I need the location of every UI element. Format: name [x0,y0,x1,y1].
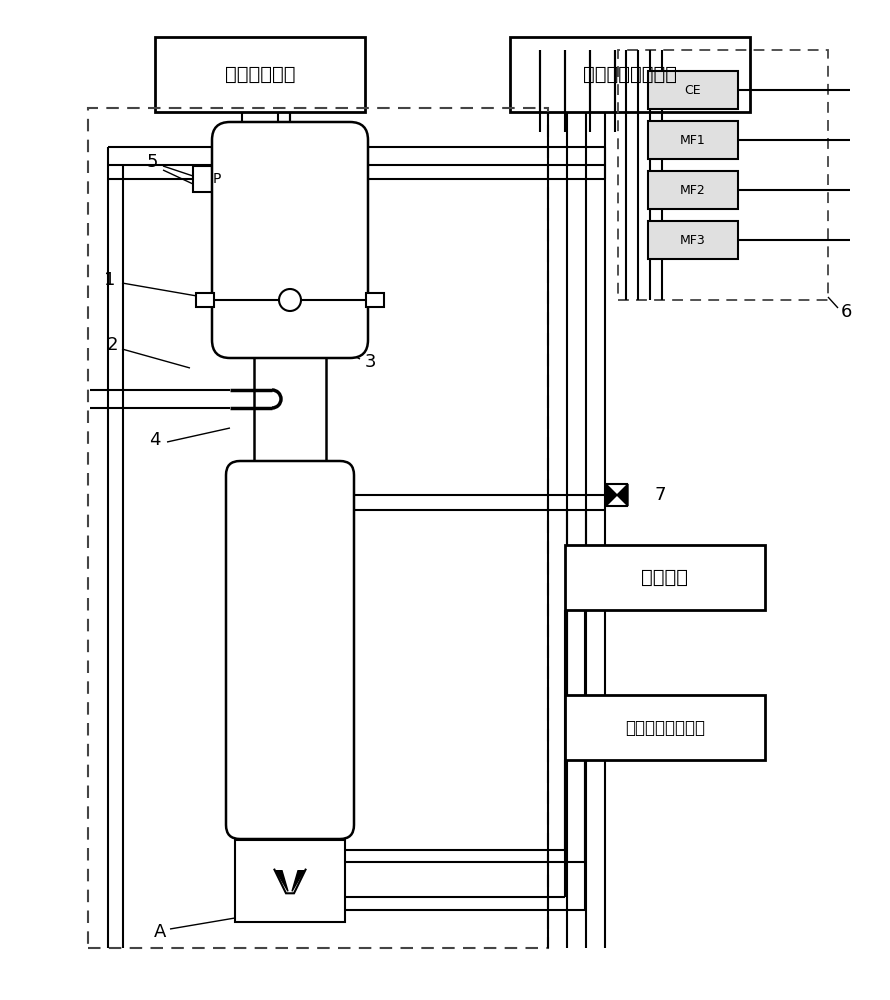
Bar [510,37,750,112]
Polygon shape [276,871,288,891]
Text: 6: 6 [840,303,852,321]
Text: MF2: MF2 [680,184,706,196]
Bar [88,108,548,948]
Text: 3: 3 [364,353,376,371]
Text: CE: CE [684,84,701,97]
Polygon shape [292,871,304,891]
Text: 1: 1 [104,271,116,289]
Text: 2: 2 [106,336,117,354]
Bar [618,50,828,300]
Bar [565,695,765,760]
Bar [648,71,738,109]
Text: MF1: MF1 [680,133,706,146]
Text: MF3: MF3 [680,233,706,246]
Polygon shape [617,484,628,506]
Bar [648,171,738,209]
FancyBboxPatch shape [226,461,354,839]
Bar [193,166,241,192]
Bar [235,840,345,922]
Text: P: P [213,172,222,186]
Text: 5: 5 [146,153,158,171]
Bar [254,340,326,475]
Text: 高压电源单元: 高压电源单元 [225,65,295,84]
Text: 西林电桥: 西林电桥 [642,568,689,587]
Bar [366,293,384,307]
Text: 7: 7 [654,486,666,504]
FancyBboxPatch shape [212,122,368,358]
Text: 数据监控处理单元: 数据监控处理单元 [583,65,677,84]
Bar [196,293,214,307]
Text: A: A [154,923,166,941]
Bar [648,121,738,159]
Bar [155,37,365,112]
Bar [648,221,738,259]
Polygon shape [606,484,617,506]
Bar [565,545,765,610]
Text: 4: 4 [150,431,161,449]
Text: 光纤景象处理单元: 光纤景象处理单元 [625,718,705,736]
